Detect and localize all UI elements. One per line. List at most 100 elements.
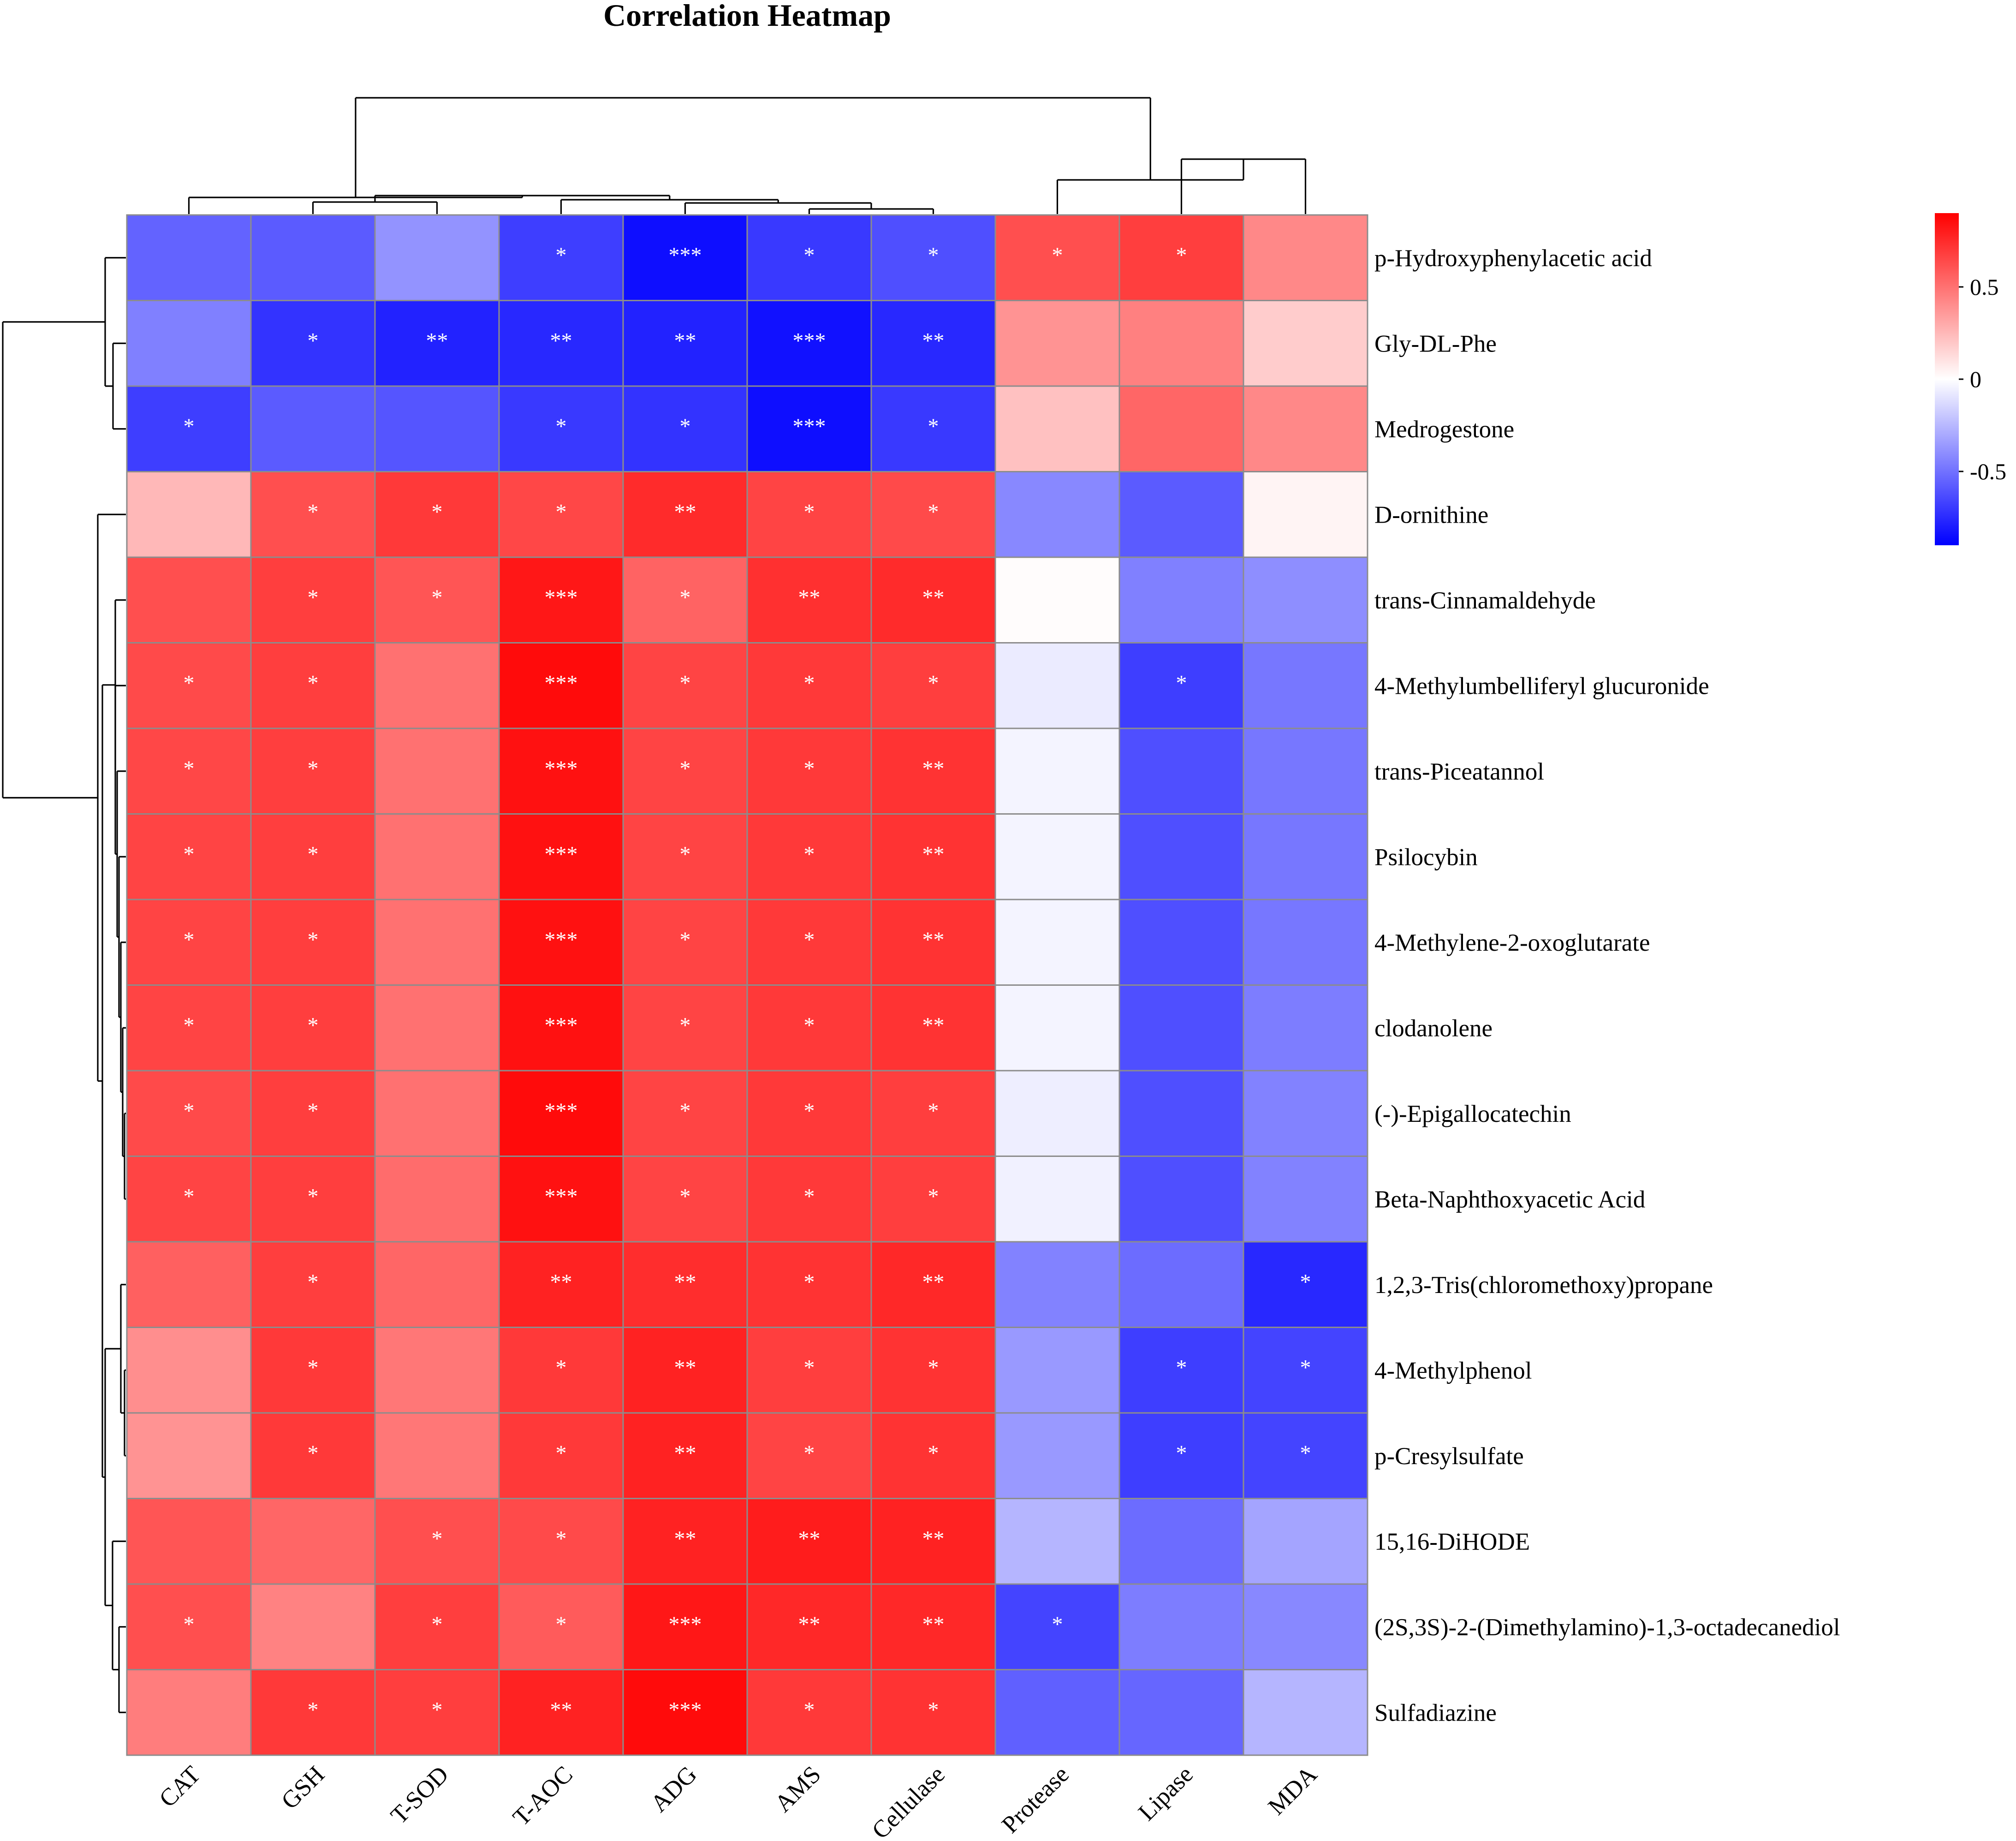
significance-marker: ** xyxy=(798,1526,821,1551)
heatmap-cell xyxy=(1243,300,1368,387)
significance-marker: * xyxy=(804,1099,815,1123)
significance-marker: * xyxy=(184,1013,195,1037)
heatmap-cell xyxy=(994,300,1120,387)
heatmap-cell xyxy=(250,642,376,729)
heatmap-cell xyxy=(994,984,1120,1072)
heatmap-cell xyxy=(746,899,872,986)
heatmap-cell xyxy=(1243,1327,1368,1414)
significance-marker: * xyxy=(928,243,939,268)
significance-marker: ** xyxy=(674,328,696,353)
heatmap-cell xyxy=(374,556,500,643)
heatmap-cell xyxy=(870,1412,996,1499)
heatmap-cell xyxy=(498,984,624,1072)
heatmap-cell xyxy=(374,300,500,387)
significance-marker: *** xyxy=(545,1184,578,1209)
heatmap-cell xyxy=(994,727,1120,815)
heatmap-cell xyxy=(250,300,376,387)
heatmap-cell xyxy=(126,813,252,900)
heatmap-cell xyxy=(126,300,252,387)
heatmap-cell xyxy=(746,1583,872,1670)
heatmap-cell xyxy=(1243,214,1368,301)
heatmap-cell xyxy=(374,642,500,729)
heatmap-cell xyxy=(498,1669,624,1756)
heatmap-cell xyxy=(1243,642,1368,729)
heatmap-cell xyxy=(126,471,252,558)
significance-marker: * xyxy=(804,1013,815,1037)
legend-tick-label: 0 xyxy=(1970,366,1981,392)
heatmap-cell xyxy=(994,556,1120,643)
significance-marker: *** xyxy=(545,671,578,695)
heatmap-cell xyxy=(126,1327,252,1414)
significance-marker: * xyxy=(680,1099,691,1123)
significance-marker: * xyxy=(308,500,319,524)
significance-marker: * xyxy=(432,1526,443,1551)
significance-marker: * xyxy=(680,1013,691,1037)
significance-marker: * xyxy=(804,757,815,781)
column-label: AMS xyxy=(770,1761,826,1817)
heatmap-cell xyxy=(622,1412,748,1499)
heatmap-cell xyxy=(870,813,996,900)
heatmap-cell xyxy=(498,1583,624,1670)
heatmap-cell xyxy=(1243,1070,1368,1157)
heatmap-cell xyxy=(250,1498,376,1585)
heatmap-cell xyxy=(374,1412,500,1499)
heatmap-cell xyxy=(994,1669,1120,1756)
significance-marker: * xyxy=(184,842,195,866)
significance-marker: ** xyxy=(798,1612,821,1637)
row-label: 4-Methylphenol xyxy=(1374,1357,1532,1384)
heatmap-cell xyxy=(250,471,376,558)
significance-marker: * xyxy=(308,328,319,353)
heatmap-cell xyxy=(746,214,872,301)
significance-marker: * xyxy=(308,1355,319,1380)
significance-marker: * xyxy=(680,757,691,781)
heatmap-cell xyxy=(374,1327,500,1414)
significance-marker: ** xyxy=(674,500,696,524)
legend-tick-label: 0.5 xyxy=(1970,274,1999,300)
row-label: p-Cresylsulfate xyxy=(1374,1443,1524,1470)
significance-marker: ** xyxy=(674,1355,696,1380)
heatmap-cell xyxy=(498,556,624,643)
row-label: p-Hydroxyphenylacetic acid xyxy=(1374,245,1652,272)
heatmap-cell xyxy=(126,1498,252,1585)
row-label: Gly-DL-Phe xyxy=(1374,330,1497,357)
significance-marker: * xyxy=(804,1355,815,1380)
heatmap-cell xyxy=(498,1241,624,1328)
significance-marker: * xyxy=(680,414,691,439)
significance-marker: * xyxy=(184,928,195,952)
heatmap-cell xyxy=(374,813,500,900)
heatmap-cell xyxy=(1243,556,1368,643)
column-label: T-AOC xyxy=(508,1761,578,1831)
heatmap-cell xyxy=(870,1327,996,1414)
heatmap-cell xyxy=(870,727,996,815)
heatmap-cell xyxy=(250,1156,376,1243)
heatmap-cell xyxy=(1243,1412,1368,1499)
heatmap-cell xyxy=(126,642,252,729)
heatmap-cell xyxy=(374,1583,500,1670)
heatmap-cell xyxy=(126,214,252,301)
significance-marker: * xyxy=(556,1355,567,1380)
heatmap-cell xyxy=(994,1156,1120,1243)
significance-marker: *** xyxy=(669,243,702,268)
heatmap-cell xyxy=(126,727,252,815)
heatmap-cell xyxy=(994,471,1120,558)
significance-marker: *** xyxy=(669,1612,702,1637)
significance-marker: *** xyxy=(545,1013,578,1037)
heatmap-cell xyxy=(746,1070,872,1157)
column-label: MDA xyxy=(1263,1761,1322,1820)
color-legend-ticks: 0.5 0 -0.5 xyxy=(1959,274,2006,484)
heatmap-cell xyxy=(1118,899,1244,986)
significance-marker: * xyxy=(928,671,939,695)
significance-marker: * xyxy=(184,757,195,781)
heatmap-cell xyxy=(1118,1156,1244,1243)
heatmap-cell xyxy=(622,471,748,558)
significance-marker: * xyxy=(928,1184,939,1209)
heatmap-cell xyxy=(1118,471,1244,558)
heatmap-cell xyxy=(250,1412,376,1499)
significance-marker: * xyxy=(308,1099,319,1123)
heatmap-cell xyxy=(1243,1241,1368,1328)
heatmap-cell xyxy=(374,899,500,986)
significance-marker: ** xyxy=(922,1013,945,1037)
heatmap-cell xyxy=(870,1669,996,1756)
significance-marker: * xyxy=(1300,1441,1311,1466)
row-label: 4-Methylumbelliferyl glucuronide xyxy=(1374,673,1709,699)
